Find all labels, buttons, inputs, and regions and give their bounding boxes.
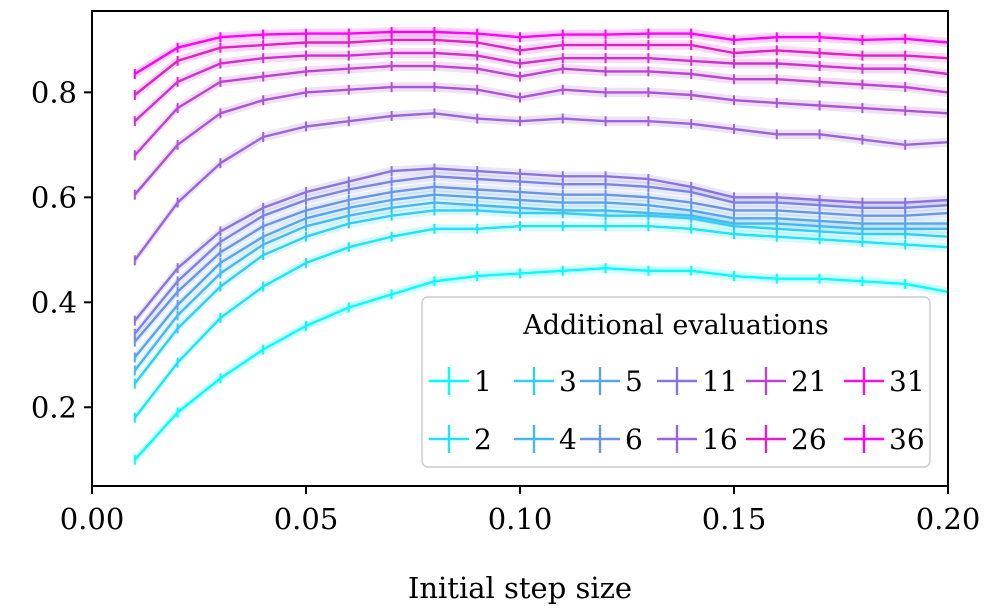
legend-entry-3: 3 [514, 365, 577, 398]
legend-entry-36: 36 [844, 423, 925, 456]
legend-label: 36 [889, 423, 925, 456]
line-series-3 [133, 209, 949, 385]
legend: Additional evaluations 1 2 3 4 5 6 11 16 21 26 31 3… [421, 296, 931, 468]
line-series-2 [133, 224, 949, 419]
line-series-11 [133, 175, 949, 335]
y-tick-label: 0.6 [31, 180, 77, 214]
x-tick-label: 0.05 [274, 502, 339, 536]
legend-label: 16 [702, 423, 738, 456]
line-series-41 [134, 38, 949, 96]
legend-label: 26 [791, 423, 827, 456]
x-tick-label: 0.10 [488, 502, 553, 536]
legend-entry-31: 31 [844, 365, 925, 398]
legend-entry-1: 1 [429, 365, 492, 398]
band-series-36 [134, 48, 949, 126]
line-series-1 [133, 267, 949, 461]
y-tick-label: 0.4 [31, 285, 77, 319]
legend-entry-6: 6 [580, 423, 643, 456]
x-axis-ticks: 0.00 0.05 0.10 0.15 0.20 [60, 486, 981, 536]
legend-label: 3 [559, 365, 577, 398]
legend-label: 1 [474, 365, 492, 398]
band-series-1 [134, 263, 949, 465]
legend-entry-26: 26 [746, 423, 827, 456]
legend-label: 2 [474, 423, 492, 456]
y-axis-ticks: 0.2 0.4 0.6 0.8 [31, 75, 92, 424]
line-series-6 [133, 185, 949, 343]
line-series-46 [134, 30, 949, 76]
legend-label: 31 [889, 365, 925, 398]
legend-entry-5: 5 [580, 365, 643, 398]
x-tick-label: 0.00 [60, 502, 125, 536]
line-series-26 [133, 85, 949, 196]
legend-entry-11: 11 [657, 365, 738, 398]
legend-label: 6 [625, 423, 643, 456]
legend-entries: 1 2 3 4 5 6 11 16 21 26 31 36 [429, 365, 925, 456]
x-tick-label: 0.15 [702, 502, 767, 536]
line-series-16 [133, 167, 949, 322]
line-series-4 [133, 201, 948, 372]
y-tick-label: 0.2 [31, 390, 77, 424]
legend-entry-16: 16 [657, 423, 738, 456]
line-series-31 [133, 64, 949, 157]
legend-entry-2: 2 [429, 423, 492, 456]
x-tick-label: 0.20 [916, 502, 981, 536]
legend-label: 11 [702, 365, 738, 398]
legend-title: Additional evaluations [522, 310, 829, 341]
line-series-21 [133, 112, 949, 262]
legend-label: 5 [625, 365, 643, 398]
legend-label: 4 [559, 423, 577, 456]
line-series-36 [133, 51, 949, 123]
legend-label: 21 [791, 365, 827, 398]
y-tick-label: 0.8 [31, 75, 77, 109]
legend-entry-4: 4 [514, 423, 577, 456]
x-axis-label: Initial step size [408, 571, 632, 605]
line-series-5 [133, 193, 948, 359]
legend-entry-21: 21 [746, 365, 827, 398]
